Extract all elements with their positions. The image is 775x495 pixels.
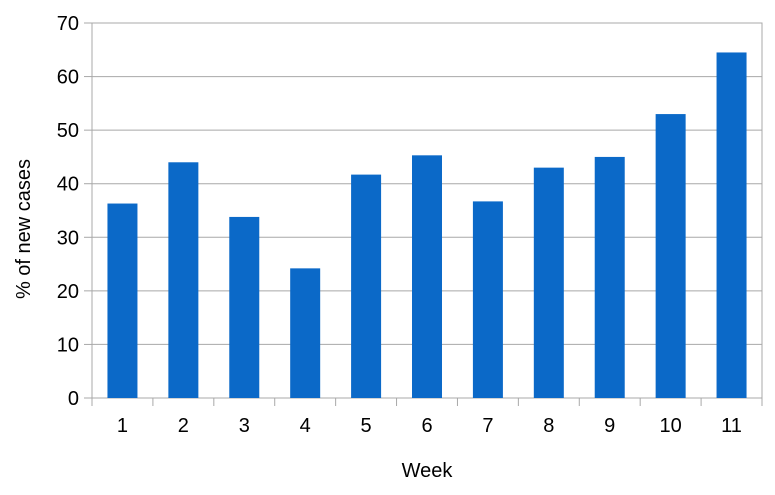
y-tick-label: 50 [57, 120, 79, 142]
x-tick-label: 5 [361, 415, 372, 437]
bar [472, 201, 503, 398]
x-tick-label: 3 [239, 415, 250, 437]
bar [594, 156, 625, 398]
bar [290, 268, 321, 398]
y-tick-label: 0 [68, 388, 79, 410]
y-tick-label: 40 [57, 174, 79, 196]
x-tick-label: 7 [482, 415, 493, 437]
bar [412, 155, 442, 398]
x-tick-label: 1 [117, 415, 128, 437]
y-tick-label: 70 [57, 13, 79, 35]
x-tick-label: 2 [178, 415, 189, 437]
bar [229, 216, 260, 398]
y-axis-title: % of new cases [13, 159, 35, 299]
bar [533, 167, 564, 398]
y-tick-label: 10 [57, 334, 79, 356]
bar [716, 52, 747, 398]
x-axis-title: Week [402, 460, 454, 482]
bar [351, 174, 382, 398]
x-tick-label: 9 [604, 415, 615, 437]
y-tick-label: 60 [57, 67, 79, 89]
x-tick-label: 11 [721, 415, 742, 437]
bar [168, 162, 199, 398]
x-tick-label: 8 [543, 415, 554, 437]
bar [107, 203, 138, 398]
x-tick-label: 10 [660, 415, 682, 437]
y-tick-label: 20 [57, 281, 79, 303]
y-tick-label: 30 [57, 227, 79, 249]
bar [655, 114, 686, 399]
x-tick-label: 6 [421, 415, 432, 437]
x-tick-label: 4 [300, 415, 311, 437]
